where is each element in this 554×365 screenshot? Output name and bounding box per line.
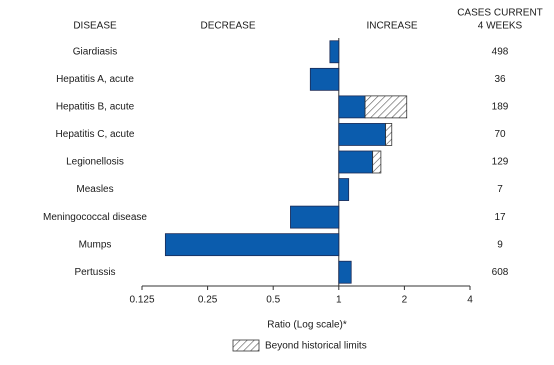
x-tick-label: 2 [402,295,408,306]
beyond-limits-bar [385,123,393,146]
cases-value: 17 [494,212,506,223]
bar [338,178,350,201]
x-tick-label: 0.25 [198,295,218,306]
legend-label: Beyond historical limits [265,341,367,352]
bar [290,205,340,229]
cases-header: 4 WEEKS [478,21,523,32]
cases-value: 36 [494,74,506,85]
x-tick-label: 4 [467,295,473,306]
bar [164,233,340,257]
x-axis-label: Ratio (Log scale)* [267,320,347,331]
category-label: Hepatitis B, acute [56,102,135,113]
beyond-limits-bar [364,95,408,119]
bar [329,40,340,64]
x-tick-label: 1 [336,295,342,306]
cases-header: CASES CURRENT [457,8,543,19]
decrease-label: DECREASE [200,21,255,32]
category-label: Pertussis [74,267,115,278]
category-label: Hepatitis A, acute [56,74,134,85]
cases-value: 70 [494,129,506,140]
cases-value: 498 [492,46,509,57]
bar [338,123,387,146]
cases-value: 7 [497,184,503,195]
category-label: Giardiasis [73,46,117,57]
cases-value: 9 [497,239,503,250]
x-tick-label: 0.125 [129,295,154,306]
category-label: Hepatitis C, acute [56,129,135,140]
category-label: Mumps [79,239,112,250]
category-label: Meningococcal disease [43,212,147,223]
cases-value: 129 [492,157,509,168]
cases-value: 608 [492,267,509,278]
bar [309,67,340,91]
x-tick-label: 0.5 [266,295,280,306]
bar [338,150,374,174]
bar [338,95,366,119]
increase-label: INCREASE [366,21,417,32]
category-label: Measles [76,184,113,195]
category-label: Legionellosis [66,157,124,168]
legend-swatch [232,339,260,352]
cases-value: 189 [492,102,509,113]
bar [338,260,352,284]
beyond-limits-bar [372,150,382,174]
category-header: DISEASE [73,21,117,32]
